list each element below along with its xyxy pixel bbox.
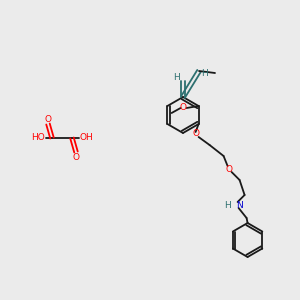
Text: H: H <box>172 74 179 82</box>
Text: N: N <box>237 200 243 209</box>
Text: OH: OH <box>79 134 93 142</box>
Text: O: O <box>73 152 80 161</box>
Text: O: O <box>44 115 52 124</box>
Text: O: O <box>179 103 186 112</box>
Text: H: H <box>201 70 207 79</box>
Text: HO: HO <box>31 134 45 142</box>
Text: O: O <box>225 164 232 173</box>
Text: O: O <box>192 130 199 139</box>
Text: H: H <box>224 200 231 209</box>
